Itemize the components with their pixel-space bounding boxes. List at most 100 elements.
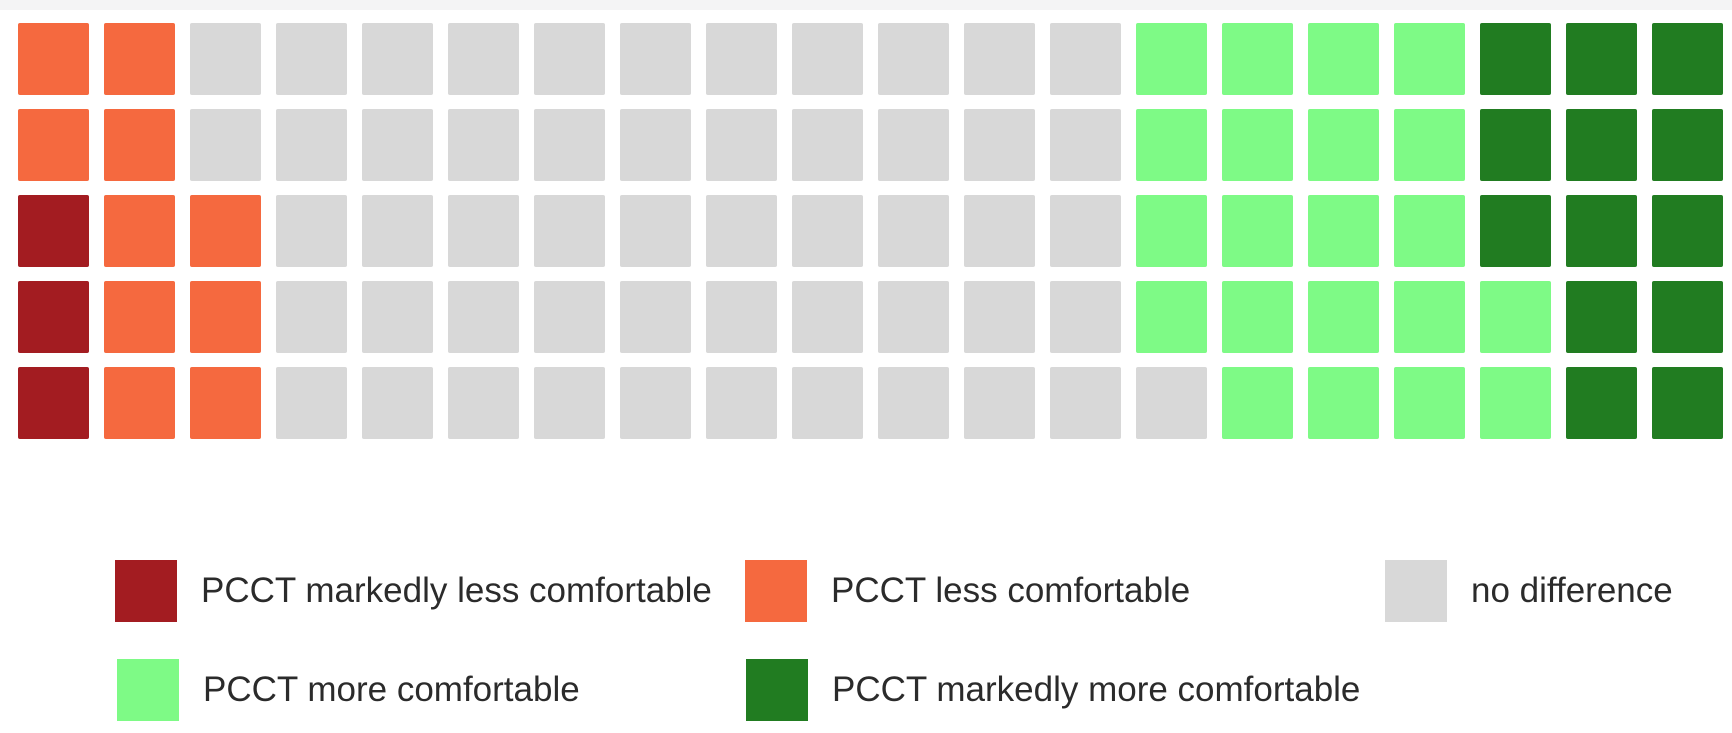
waffle-cell (964, 23, 1035, 95)
waffle-cell (1050, 109, 1121, 181)
legend-label-more: PCCT more comfortable (203, 670, 580, 709)
waffle-cell (448, 23, 519, 95)
waffle-cell (1308, 367, 1379, 439)
waffle-cell (1394, 23, 1465, 95)
waffle-cell (1308, 109, 1379, 181)
waffle-cell (1480, 367, 1551, 439)
legend-label-no-difference: no difference (1471, 571, 1673, 610)
waffle-cell (448, 195, 519, 267)
legend-item-less: PCCT less comfortable (745, 560, 1190, 622)
waffle-cell (1308, 23, 1379, 95)
waffle-cell (620, 195, 691, 267)
waffle-cell (190, 109, 261, 181)
waffle-cell (1308, 281, 1379, 353)
waffle-cell (792, 109, 863, 181)
waffle-cell (362, 109, 433, 181)
waffle-cell (104, 281, 175, 353)
waffle-cell (104, 367, 175, 439)
waffle-cell (104, 23, 175, 95)
waffle-cell (1480, 281, 1551, 353)
waffle-cell (706, 23, 777, 95)
waffle-cell (706, 109, 777, 181)
waffle-cell (18, 109, 89, 181)
waffle-cell (1050, 281, 1121, 353)
waffle-cell (620, 109, 691, 181)
waffle-cell (1136, 367, 1207, 439)
waffle-cell (878, 23, 949, 95)
waffle-cell (1480, 195, 1551, 267)
legend-swatch-less (745, 560, 807, 622)
waffle-cell (276, 281, 347, 353)
waffle-cell (448, 367, 519, 439)
waffle-cell (792, 281, 863, 353)
waffle-cell (18, 281, 89, 353)
waffle-cell (1222, 281, 1293, 353)
waffle-cell (1394, 367, 1465, 439)
waffle-cell (792, 195, 863, 267)
waffle-cell (878, 281, 949, 353)
legend-item-markedly-more: PCCT markedly more comfortable (746, 659, 1360, 721)
waffle-cell (362, 281, 433, 353)
legend-label-markedly-more: PCCT markedly more comfortable (832, 670, 1361, 709)
waffle-cell (1136, 23, 1207, 95)
waffle-cell (18, 367, 89, 439)
waffle-cell (1308, 195, 1379, 267)
waffle-cell (1222, 195, 1293, 267)
waffle-cell (964, 109, 1035, 181)
waffle-cell (18, 195, 89, 267)
waffle-cell (534, 367, 605, 439)
legend-item-more: PCCT more comfortable (117, 659, 580, 721)
waffle-cell (964, 367, 1035, 439)
waffle-cell (190, 195, 261, 267)
waffle-cell (1566, 23, 1637, 95)
waffle-cell (1652, 109, 1723, 181)
legend-swatch-no-difference (1385, 560, 1447, 622)
waffle-cell (964, 195, 1035, 267)
waffle-cell (18, 23, 89, 95)
waffle-cell (534, 281, 605, 353)
waffle-cell (706, 195, 777, 267)
legend-swatch-markedly-less (115, 560, 177, 622)
waffle-cell (362, 367, 433, 439)
legend-swatch-more (117, 659, 179, 721)
waffle-cell (620, 367, 691, 439)
waffle-cell (878, 367, 949, 439)
waffle-cell (362, 23, 433, 95)
waffle-cell (1136, 281, 1207, 353)
waffle-cell (1652, 281, 1723, 353)
waffle-cell (706, 367, 777, 439)
waffle-cell (1050, 367, 1121, 439)
legend-item-no-difference: no difference (1385, 560, 1673, 622)
waffle-cell (1222, 23, 1293, 95)
waffle-cell (1394, 195, 1465, 267)
waffle-cell (1394, 281, 1465, 353)
waffle-grid (18, 23, 1723, 439)
waffle-cell (276, 367, 347, 439)
waffle-cell (1394, 109, 1465, 181)
waffle-cell (1652, 23, 1723, 95)
waffle-cell (1652, 195, 1723, 267)
waffle-cell (878, 195, 949, 267)
waffle-cell (1480, 109, 1551, 181)
waffle-cell (1566, 367, 1637, 439)
waffle-cell (190, 23, 261, 95)
waffle-cell (362, 195, 433, 267)
waffle-cell (620, 281, 691, 353)
waffle-cell (1136, 195, 1207, 267)
waffle-cell (1222, 109, 1293, 181)
top-strip (0, 0, 1732, 10)
waffle-cell (964, 281, 1035, 353)
waffle-cell (620, 23, 691, 95)
waffle-cell (190, 281, 261, 353)
waffle-cell (1566, 109, 1637, 181)
waffle-cell (104, 109, 175, 181)
waffle-cell (1050, 23, 1121, 95)
waffle-cell (878, 109, 949, 181)
waffle-cell (276, 195, 347, 267)
legend-swatch-markedly-more (746, 659, 808, 721)
waffle-cell (1222, 367, 1293, 439)
waffle-cell (1566, 195, 1637, 267)
waffle-cell (1566, 281, 1637, 353)
waffle-cell (276, 109, 347, 181)
waffle-cell (1652, 367, 1723, 439)
